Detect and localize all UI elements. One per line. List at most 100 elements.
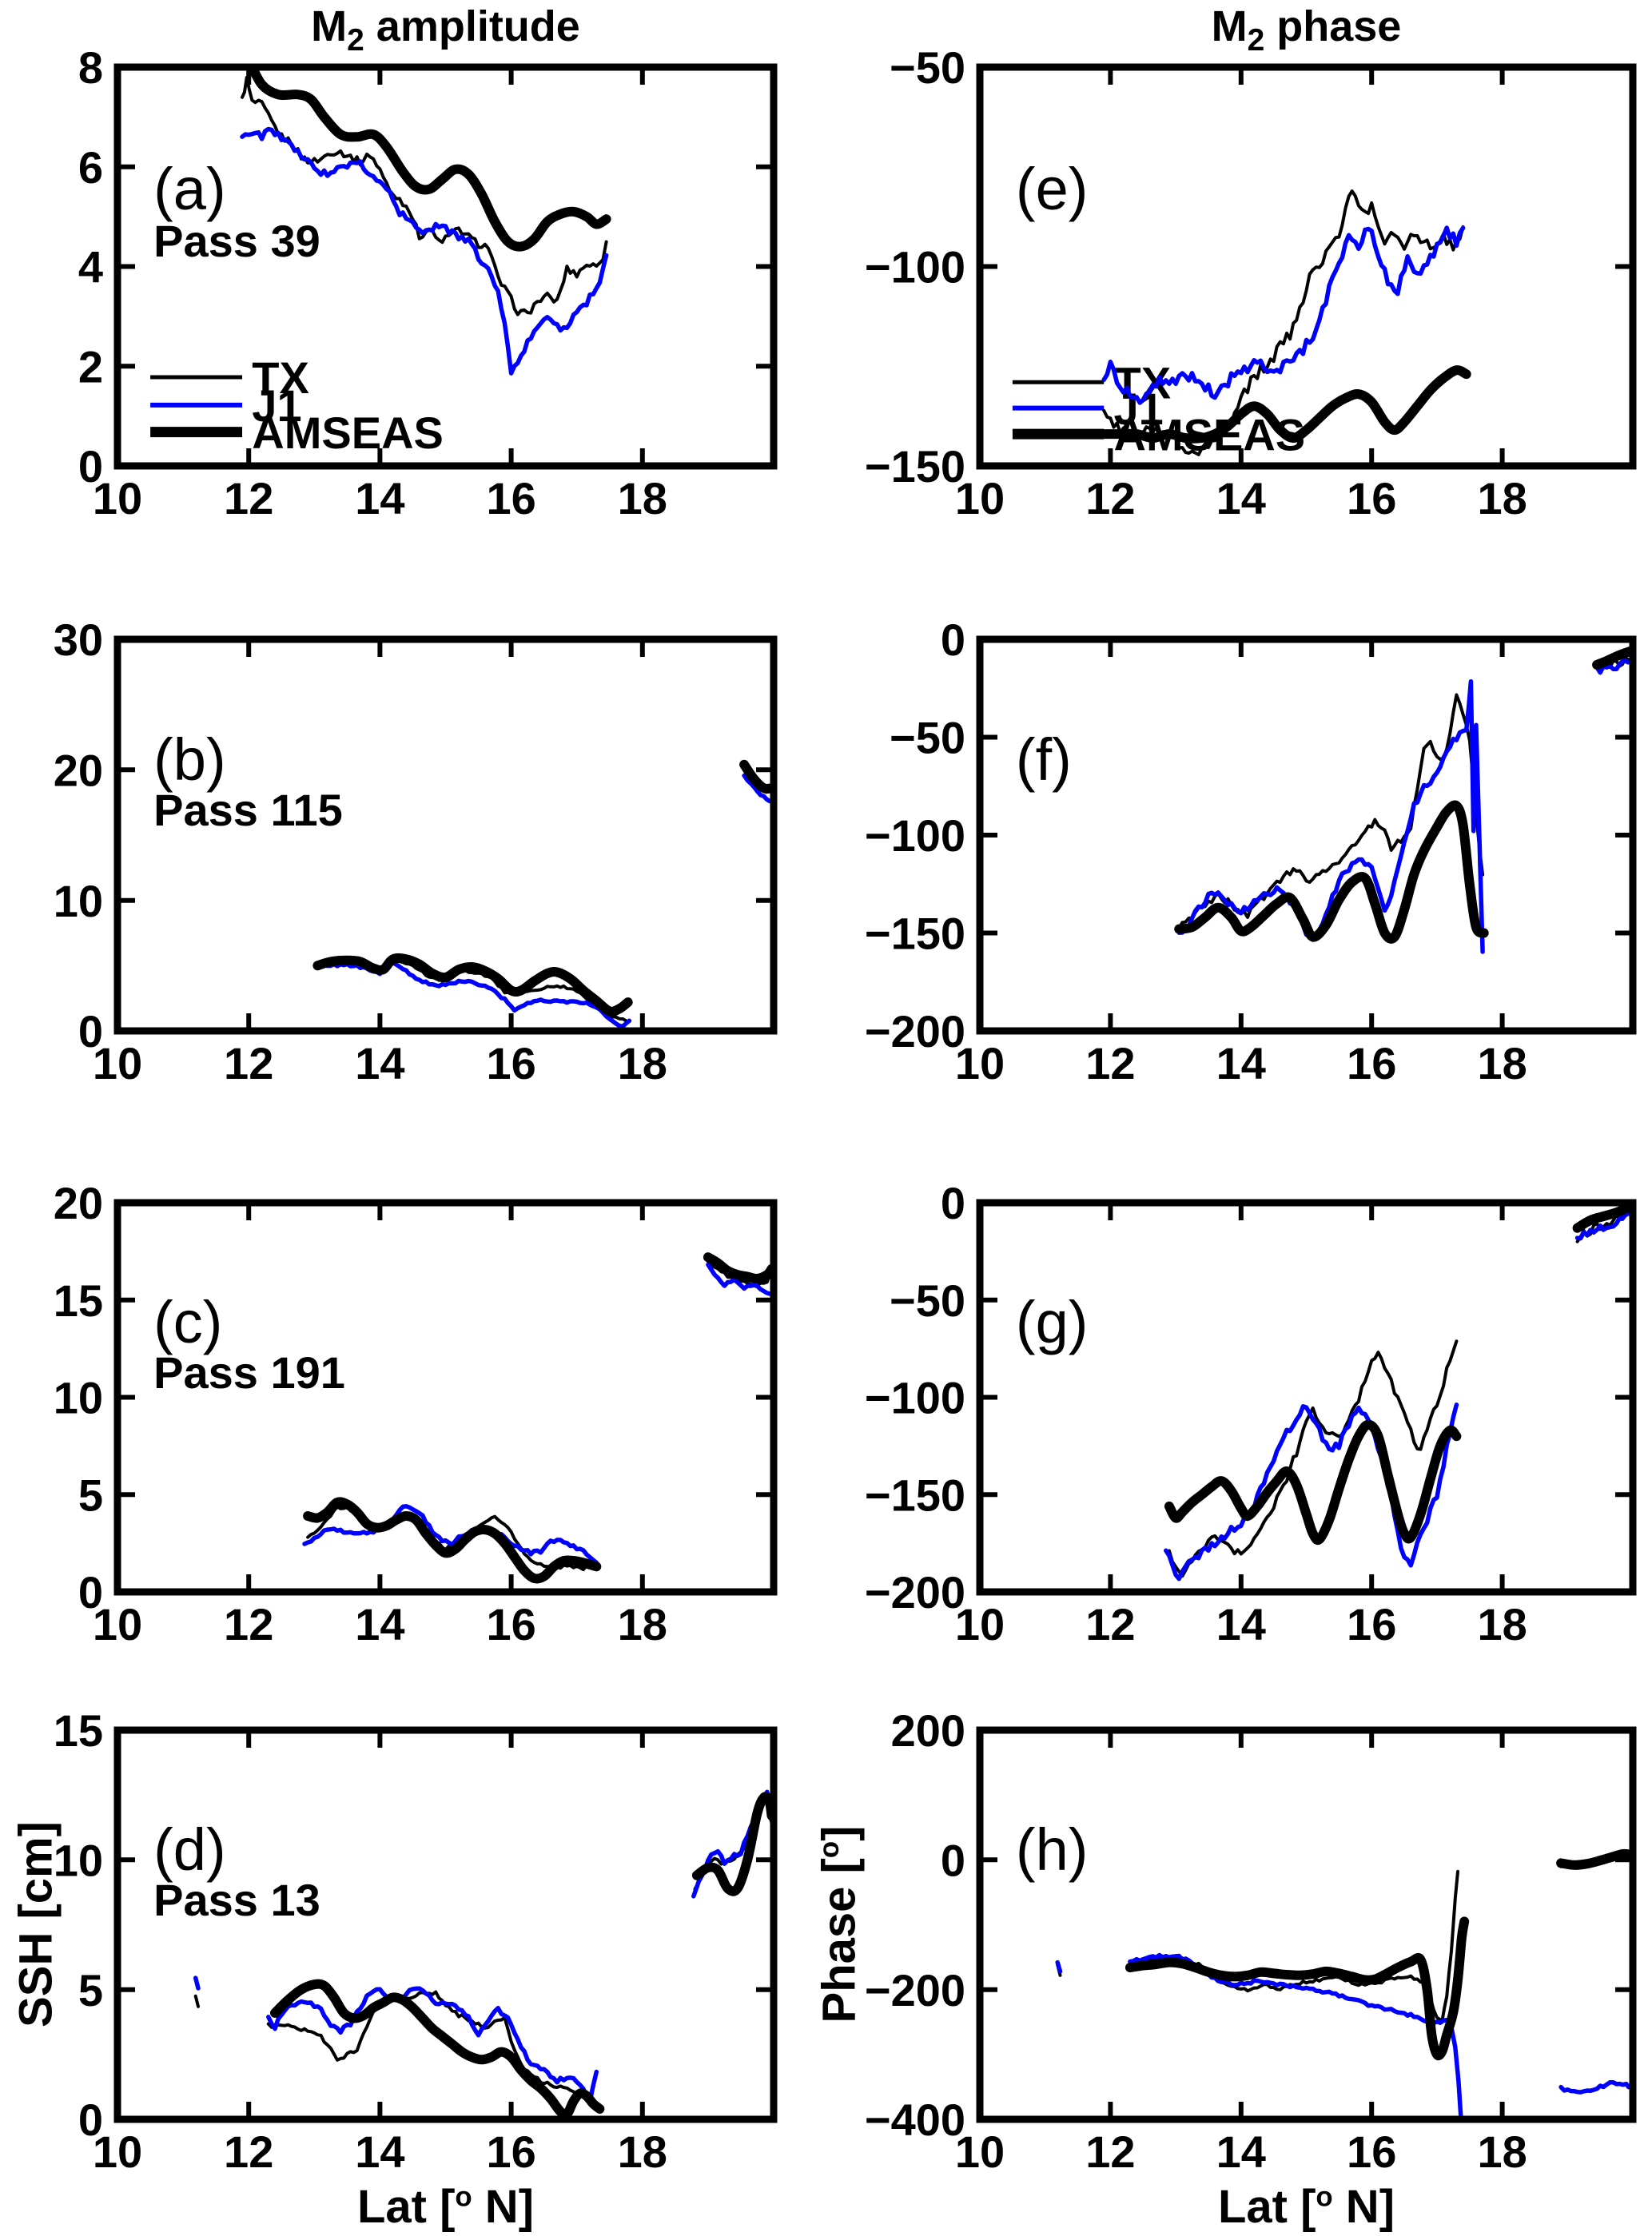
series-j1-line-f (1176, 678, 1485, 954)
xlabel-right-rest: N] (1332, 2181, 1395, 2233)
series-j1-line-c (706, 1262, 774, 1297)
series-j1-line-h (1558, 2079, 1633, 2095)
y-tick-label: 200 (891, 1705, 965, 1756)
x-tick-label: 14 (1216, 2127, 1266, 2177)
x-tick-label: 10 (93, 1038, 142, 1088)
panel-letter-h: (h) (1015, 1816, 1089, 1884)
x-tick-label: 12 (1085, 1599, 1135, 1649)
x-tick-label: 14 (1216, 473, 1266, 523)
axes-frame-f (976, 635, 1637, 1035)
series-j1-line-g (1574, 1211, 1633, 1241)
x-tick-label: 12 (224, 473, 273, 523)
y-tick-label: 20 (54, 1178, 103, 1228)
y-tick-label: 20 (54, 745, 103, 795)
x-tick-label: 18 (1477, 1038, 1527, 1088)
panel-letter-e: (e) (1015, 155, 1089, 222)
panel-letter-a: (a) (153, 155, 226, 222)
ylabel-phase-rest: ] (813, 1825, 866, 1841)
series-group-g (1164, 1203, 1633, 1582)
y-tick-label: 0 (78, 441, 103, 491)
panel-f-overlay: (f) (980, 639, 1633, 1031)
x-tick-label: 16 (1347, 1038, 1396, 1088)
y-tick-label: −400 (865, 2095, 965, 2145)
series-j1-line-h (1055, 1959, 1063, 1974)
pass-label-115: Pass 115 (153, 785, 343, 836)
x-tick-label: 18 (1477, 1599, 1527, 1649)
panel-e-overlay: (e) (980, 67, 1633, 466)
y-tick-label: −100 (865, 1373, 965, 1423)
panel-c: 10 12 14 16 18 0 5 10 15 20 (54, 1178, 778, 1649)
series-group-d (193, 1789, 774, 2119)
x-axis-label-right: Lat [o N] (980, 2180, 1633, 2234)
axes-frame-h (976, 1726, 1637, 2123)
series-amseas-line-c (303, 1497, 602, 1584)
pass-label-39: Pass 39 (153, 215, 320, 266)
panel-letter-c: (c) (153, 1289, 223, 1356)
x-tick-label: 10 (93, 473, 142, 523)
x-tick-label: 16 (486, 473, 535, 523)
x-tick-label: 10 (955, 1599, 1005, 1649)
y-tick-label: −200 (865, 1965, 965, 2015)
y-tick-label: 5 (78, 1965, 103, 2015)
x-tick-label: 10 (93, 2127, 142, 2177)
right-column-title: M2 phase (980, 2, 1633, 58)
y-tick-label: −150 (865, 441, 965, 491)
axes-frame-a (113, 63, 778, 470)
y-tick-label: −100 (865, 242, 965, 292)
x-tick-label: 14 (355, 1038, 404, 1088)
y-tick-label: −200 (865, 1006, 965, 1056)
x-tick-label: 18 (618, 2127, 667, 2177)
panel-f: 10 12 14 16 18 −200 −150 −100 −50 0 (865, 615, 1637, 1088)
y-tick-label: 0 (941, 1835, 965, 1885)
y-tick-label: 0 (941, 615, 965, 665)
x-tick-label: 12 (224, 1038, 273, 1088)
xlabel-left-rest: N] (472, 2181, 535, 2233)
series-amseas-line-e (1099, 365, 1471, 444)
series-amseas-line-d (691, 1792, 774, 1896)
title-right-base: M (1211, 2, 1248, 50)
series-tx-line-d (266, 1990, 602, 2110)
x-tick-label: 18 (1477, 2127, 1527, 2177)
panel-c-overlay: (c) Pass 191 (117, 1203, 774, 1592)
x-tick-label: 18 (618, 473, 667, 523)
series-amseas-line-c (703, 1252, 774, 1284)
series-amseas-line-b (739, 759, 774, 794)
panel-letter-f: (f) (1015, 726, 1072, 793)
x-tick-label: 10 (955, 2127, 1005, 2177)
y-tick-label: −200 (865, 1567, 965, 1617)
x-axis-label-left: Lat [o N] (117, 2180, 774, 2234)
series-amseas-line-d (270, 1979, 605, 2119)
x-tick-label: 14 (355, 473, 404, 523)
x-tick-label: 14 (355, 2127, 404, 2177)
axes-frame-g (976, 1199, 1637, 1596)
panel-a-overlay: (a) Pass 39 (117, 67, 774, 466)
y-tick-label: −150 (865, 1470, 965, 1520)
y-tick-label: −50 (890, 713, 965, 763)
series-j1-line-h (1128, 1952, 1463, 2119)
x-tick-label: 14 (1216, 1599, 1266, 1649)
x-tick-label: 12 (1085, 1038, 1135, 1088)
x-tick-label: 10 (93, 1599, 142, 1649)
series-j1-line-c (302, 1504, 599, 1566)
panel-d: 10 12 14 16 18 0 5 10 15 (54, 1705, 778, 2177)
series-group-a (240, 67, 611, 376)
panel-g-overlay: (g) (980, 1203, 1633, 1592)
y-tick-label: 4 (78, 242, 103, 292)
series-j1-line-e (1101, 225, 1466, 405)
y-tick-label: 10 (54, 1835, 103, 1885)
x-tick-label: 10 (955, 473, 1005, 523)
x-tick-label: 12 (224, 1599, 273, 1649)
series-j1-line-b (742, 773, 774, 804)
title-right-rest: phase (1264, 2, 1402, 50)
y-tick-label: 6 (78, 142, 103, 193)
x-tick-label: 12 (1085, 2127, 1135, 2177)
panel-b-overlay: (b) Pass 115 (117, 639, 774, 1031)
xlabel-left-sup: o (455, 2181, 472, 2213)
axes-frame-c (113, 1199, 778, 1596)
y-tick-label: 15 (54, 1705, 103, 1756)
xlabel-left-base: Lat [ (356, 2181, 456, 2233)
x-tick-label: 16 (1347, 473, 1396, 523)
axes-frame-d (113, 1726, 778, 2123)
x-tick-label: 12 (224, 2127, 273, 2177)
